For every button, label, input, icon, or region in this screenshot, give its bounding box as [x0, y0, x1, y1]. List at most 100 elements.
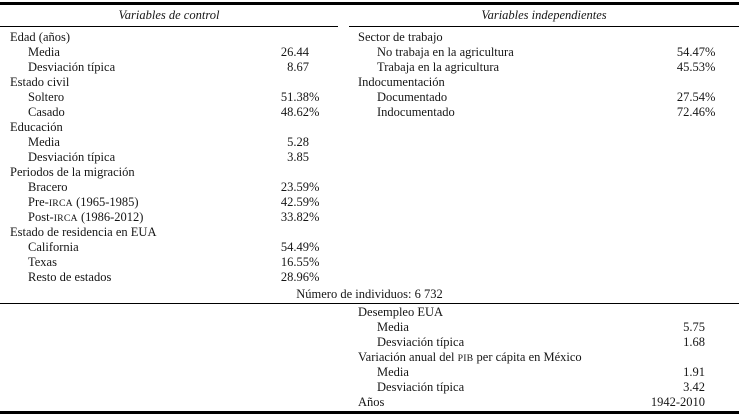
- row-value-cell: 16.55%: [281, 255, 321, 270]
- row-label: Años: [358, 395, 385, 409]
- row-label: Media: [28, 45, 60, 59]
- row-label: Media: [28, 135, 60, 149]
- row-value-cell: [705, 30, 717, 45]
- row-value-cell: 23.59%: [281, 180, 321, 195]
- row-value-unit: [705, 335, 717, 350]
- table-row: Sector de trabajo: [349, 30, 739, 45]
- row-label: Educación: [10, 120, 63, 134]
- row-value-unit: [705, 30, 717, 45]
- row-value: 1.68: [683, 335, 705, 349]
- row-value: 5.28: [287, 135, 309, 149]
- row-label: Post-IRCA (1986-2012): [28, 210, 144, 224]
- table-row: Post-IRCA (1986-2012) 33.82%: [0, 210, 338, 225]
- row-value-cell: [309, 75, 321, 90]
- row-value-unit: %: [705, 105, 716, 119]
- row-label: Bracero: [28, 180, 68, 194]
- row-value-unit: [705, 395, 717, 410]
- row-value-unit: [705, 365, 717, 380]
- row-label: Resto de estados: [28, 270, 112, 284]
- independent-variables-panel: Sector de trabajo No trabaja en la agric…: [349, 30, 739, 285]
- control-variables-panel: Edad (años) Media 26.44 Desviación típic…: [0, 30, 338, 285]
- table-row: Variación anual del PIB per cápita en Mé…: [349, 350, 739, 365]
- row-label: Variación anual del PIB per cápita en Mé…: [358, 350, 582, 364]
- row-label: Sector de trabajo: [358, 30, 443, 44]
- row-value-unit: [705, 305, 717, 320]
- row-value: 1942-2010: [650, 395, 705, 409]
- row-value-unit: [309, 135, 321, 150]
- row-value: 16.55: [280, 255, 309, 269]
- row-value-cell: 42.59%: [281, 195, 321, 210]
- row-value-cell: [309, 165, 321, 180]
- table-body: Edad (años) Media 26.44 Desviación típic…: [0, 27, 739, 285]
- row-value-unit: [309, 120, 321, 135]
- row-value-cell: 5.28: [287, 135, 321, 150]
- row-value-cell: 54.47%: [677, 45, 717, 60]
- control-variables-header: Variables de control: [0, 5, 338, 27]
- row-value-unit: [705, 320, 717, 335]
- table-row: Edad (años): [0, 30, 338, 45]
- row-label: Soltero: [28, 90, 65, 104]
- row-value-cell: 1942-2010: [651, 395, 717, 410]
- table-row: No trabaja en la agricultura 54.47%: [349, 45, 739, 60]
- table-row: Desviación típica 8.67: [0, 60, 338, 75]
- row-value-cell: 8.67: [287, 60, 321, 75]
- row-value-unit: [309, 165, 321, 180]
- row-label: Media: [377, 320, 409, 334]
- table-row: Indocumentación: [349, 75, 739, 90]
- row-value-unit: %: [705, 90, 716, 104]
- row-value-unit: [309, 225, 321, 240]
- table-row: Estado civil: [0, 75, 338, 90]
- table-row: Bracero 23.59%: [0, 180, 338, 195]
- row-value: 3.85: [287, 150, 309, 164]
- row-value-unit: %: [309, 195, 320, 209]
- row-value: 23.59: [280, 180, 309, 194]
- row-value-unit: [705, 380, 717, 395]
- row-label: Desviación típica: [377, 380, 465, 394]
- row-value: 72.46: [676, 105, 705, 119]
- row-value: 51.38: [280, 90, 309, 104]
- row-value: 1.91: [683, 365, 705, 379]
- row-label: No trabaja en la agricultura: [377, 45, 514, 59]
- row-label: Desempleo EUA: [358, 305, 444, 319]
- row-value-unit: [309, 150, 321, 165]
- row-value-unit: %: [309, 255, 320, 269]
- row-value-cell: 1.68: [683, 335, 717, 350]
- row-value-cell: 5.75: [683, 320, 717, 335]
- row-value-unit: %: [309, 240, 320, 254]
- row-value-unit: [309, 60, 321, 75]
- row-value-unit: [705, 350, 717, 365]
- table-row: Media 1.91: [349, 365, 739, 380]
- row-value-unit: %: [705, 45, 716, 59]
- row-value-unit: %: [309, 90, 320, 104]
- table-row: Indocumentado 72.46%: [349, 105, 739, 120]
- row-value-cell: [309, 30, 321, 45]
- row-label: Documentado: [377, 90, 448, 104]
- row-value: 27.54: [676, 90, 705, 104]
- table-row: Texas 16.55%: [0, 255, 338, 270]
- row-label: Indocumentación: [358, 75, 445, 89]
- row-value-cell: 54.49%: [281, 240, 321, 255]
- row-label: Estado de residencia en EUA: [10, 225, 157, 239]
- table-row: Media 26.44: [0, 45, 338, 60]
- table-row: Desviación típica 1.68: [349, 335, 739, 350]
- row-value-unit: [705, 75, 717, 90]
- row-value-cell: 72.46%: [677, 105, 717, 120]
- row-value-cell: [705, 75, 717, 90]
- row-value-unit: [309, 30, 321, 45]
- table-row: Periodos de la migración: [0, 165, 338, 180]
- row-value-cell: 28.96%: [281, 270, 321, 285]
- table-row: Soltero 51.38%: [0, 90, 338, 105]
- row-value: 48.62: [280, 105, 309, 119]
- row-value-unit: %: [309, 210, 320, 224]
- table-row: Desviación típica 3.42: [349, 380, 739, 395]
- row-label: Edad (años): [10, 30, 71, 44]
- row-label: Desviación típica: [377, 335, 465, 349]
- row-value-cell: 3.85: [287, 150, 321, 165]
- row-value-unit: %: [309, 105, 320, 119]
- table-header-row: Variables de control Variables independi…: [0, 5, 739, 27]
- table-row: Desviación típica 3.85: [0, 150, 338, 165]
- row-value-unit: %: [309, 180, 320, 194]
- table-row: Media 5.28: [0, 135, 338, 150]
- row-value-cell: 3.42: [683, 380, 717, 395]
